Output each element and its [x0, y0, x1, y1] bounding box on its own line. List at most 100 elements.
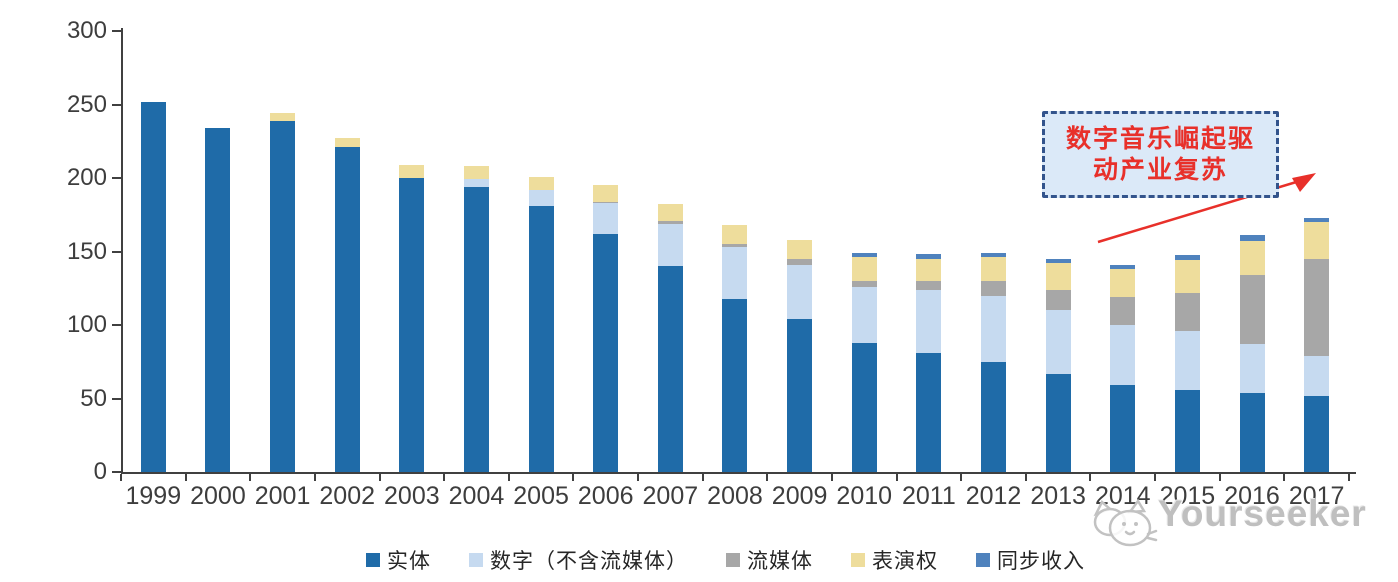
bar-segment-数字（不含流媒体）	[1239, 344, 1265, 393]
bar-segment-数字（不含流媒体）	[657, 223, 683, 267]
bar-segment-表演权	[1174, 260, 1200, 293]
legend: 实体 数字（不含流媒体） 流媒体 表演权 同步收入	[366, 545, 1085, 575]
bar-segment-同步收入	[851, 252, 877, 258]
bar-segment-实体	[787, 319, 813, 472]
annotation-text-line2: 动产业复苏	[1092, 155, 1228, 184]
y-tick-label: 100	[66, 311, 107, 338]
y-axis-tick	[112, 324, 121, 326]
bar-segment-实体	[270, 120, 296, 472]
bar-segment-流媒体	[1045, 289, 1071, 311]
bar-segment-表演权	[334, 138, 360, 148]
watermark: Yourseeker	[1086, 492, 1367, 552]
x-axis-tick	[766, 474, 769, 481]
x-tick-label: 2001	[254, 482, 311, 510]
x-axis-tick	[1024, 474, 1027, 481]
x-axis-tick	[184, 474, 187, 481]
legend-label: 同步收入	[997, 550, 1085, 573]
x-axis-tick	[960, 474, 963, 481]
bar-segment-数字（不含流媒体）	[463, 179, 489, 187]
bar-segment-表演权	[1045, 263, 1071, 290]
bar-segment-流媒体	[787, 258, 813, 265]
x-tick-label: 2007	[642, 482, 699, 510]
y-tick-label: 0	[93, 458, 107, 485]
x-axis-tick	[701, 474, 704, 481]
bar-segment-实体	[399, 178, 425, 472]
x-axis-tick	[1218, 474, 1221, 481]
y-axis-tick	[112, 177, 121, 179]
bar-segment-流媒体	[851, 280, 877, 287]
bar-segment-表演权	[722, 225, 748, 245]
y-tick-label: 50	[80, 384, 107, 412]
legend-swatch-icon	[366, 553, 380, 567]
bar-segment-数字（不含流媒体）	[722, 247, 748, 299]
bar-segment-实体	[916, 352, 942, 472]
x-tick-label: 2002	[319, 482, 376, 510]
bar-segment-实体	[205, 128, 231, 472]
bar-segment-流媒体	[593, 201, 619, 203]
x-axis-tick	[1089, 474, 1092, 481]
x-tick-label: 2013	[1030, 482, 1086, 510]
x-tick-label: 2016	[1224, 482, 1280, 510]
bar-segment-数字（不含流媒体）	[593, 202, 619, 234]
legend-swatch-icon	[469, 553, 483, 567]
bar-segment-流媒体	[657, 220, 683, 224]
bar-segment-数字（不含流媒体）	[1304, 355, 1330, 396]
bar-segment-数字（不含流媒体）	[528, 189, 554, 206]
x-axis-tick	[895, 474, 898, 481]
bar-segment-表演权	[787, 239, 813, 259]
bar-segment-同步收入	[1174, 255, 1200, 261]
bar-segment-表演权	[399, 164, 425, 178]
x-axis-tick	[249, 474, 252, 481]
x-axis-tick	[313, 474, 316, 481]
legend-swatch-icon	[726, 553, 740, 567]
x-axis-tick	[1154, 474, 1157, 481]
legend-label: 表演权	[872, 550, 938, 573]
bar-segment-数字（不含流媒体）	[1174, 330, 1200, 390]
bar-segment-表演权	[1110, 269, 1136, 298]
bar-segment-实体	[528, 205, 554, 472]
bar-segment-表演权	[916, 258, 942, 281]
x-tick-label: 1999	[125, 482, 182, 510]
legend-swatch-icon	[851, 553, 865, 567]
y-tick-label: 250	[66, 90, 107, 118]
x-tick-label: 2008	[707, 482, 763, 510]
bar-segment-实体	[1045, 373, 1071, 472]
x-axis	[121, 472, 1356, 474]
x-axis-tick	[830, 474, 833, 481]
bar-segment-同步收入	[1239, 235, 1265, 242]
bar-segment-表演权	[657, 204, 683, 221]
legend-swatch-icon	[976, 553, 990, 567]
y-axis-tick	[112, 30, 121, 32]
bar-segment-同步收入	[981, 252, 1006, 258]
bar-segment-实体	[1304, 395, 1330, 472]
bar-segment-实体	[981, 361, 1006, 472]
x-tick-label: 2006	[577, 482, 634, 510]
x-axis-tick	[637, 474, 640, 481]
bar-segment-同步收入	[916, 254, 942, 259]
y-axis	[121, 28, 123, 474]
bar-segment-流媒体	[1304, 258, 1330, 356]
legend-label: 数字（不含流媒体）	[490, 550, 688, 573]
x-axis-tick	[120, 474, 122, 481]
x-tick-label: 2003	[384, 482, 440, 510]
legend-item: 同步收入	[976, 545, 1085, 575]
bar-segment-同步收入	[1304, 217, 1330, 223]
bar-segment-数字（不含流媒体）	[787, 264, 813, 320]
x-tick-label: 2011	[901, 482, 956, 510]
bar-segment-实体	[1239, 392, 1265, 472]
bar-segment-表演权	[981, 257, 1006, 281]
y-tick-label: 200	[66, 164, 107, 191]
legend-item: 实体	[366, 545, 431, 575]
bar-segment-流媒体	[1239, 275, 1265, 345]
x-axis-tick	[378, 474, 381, 481]
bar-segment-表演权	[1239, 241, 1265, 275]
x-axis-tick	[1283, 474, 1286, 481]
y-axis-tick	[112, 471, 121, 473]
x-tick-label: 2010	[836, 482, 893, 510]
legend-item: 流媒体	[726, 545, 813, 575]
x-tick-label: 2004	[448, 482, 505, 510]
legend-label: 流媒体	[747, 550, 813, 573]
bar-segment-实体	[722, 298, 748, 472]
bar-segment-流媒体	[722, 244, 748, 248]
